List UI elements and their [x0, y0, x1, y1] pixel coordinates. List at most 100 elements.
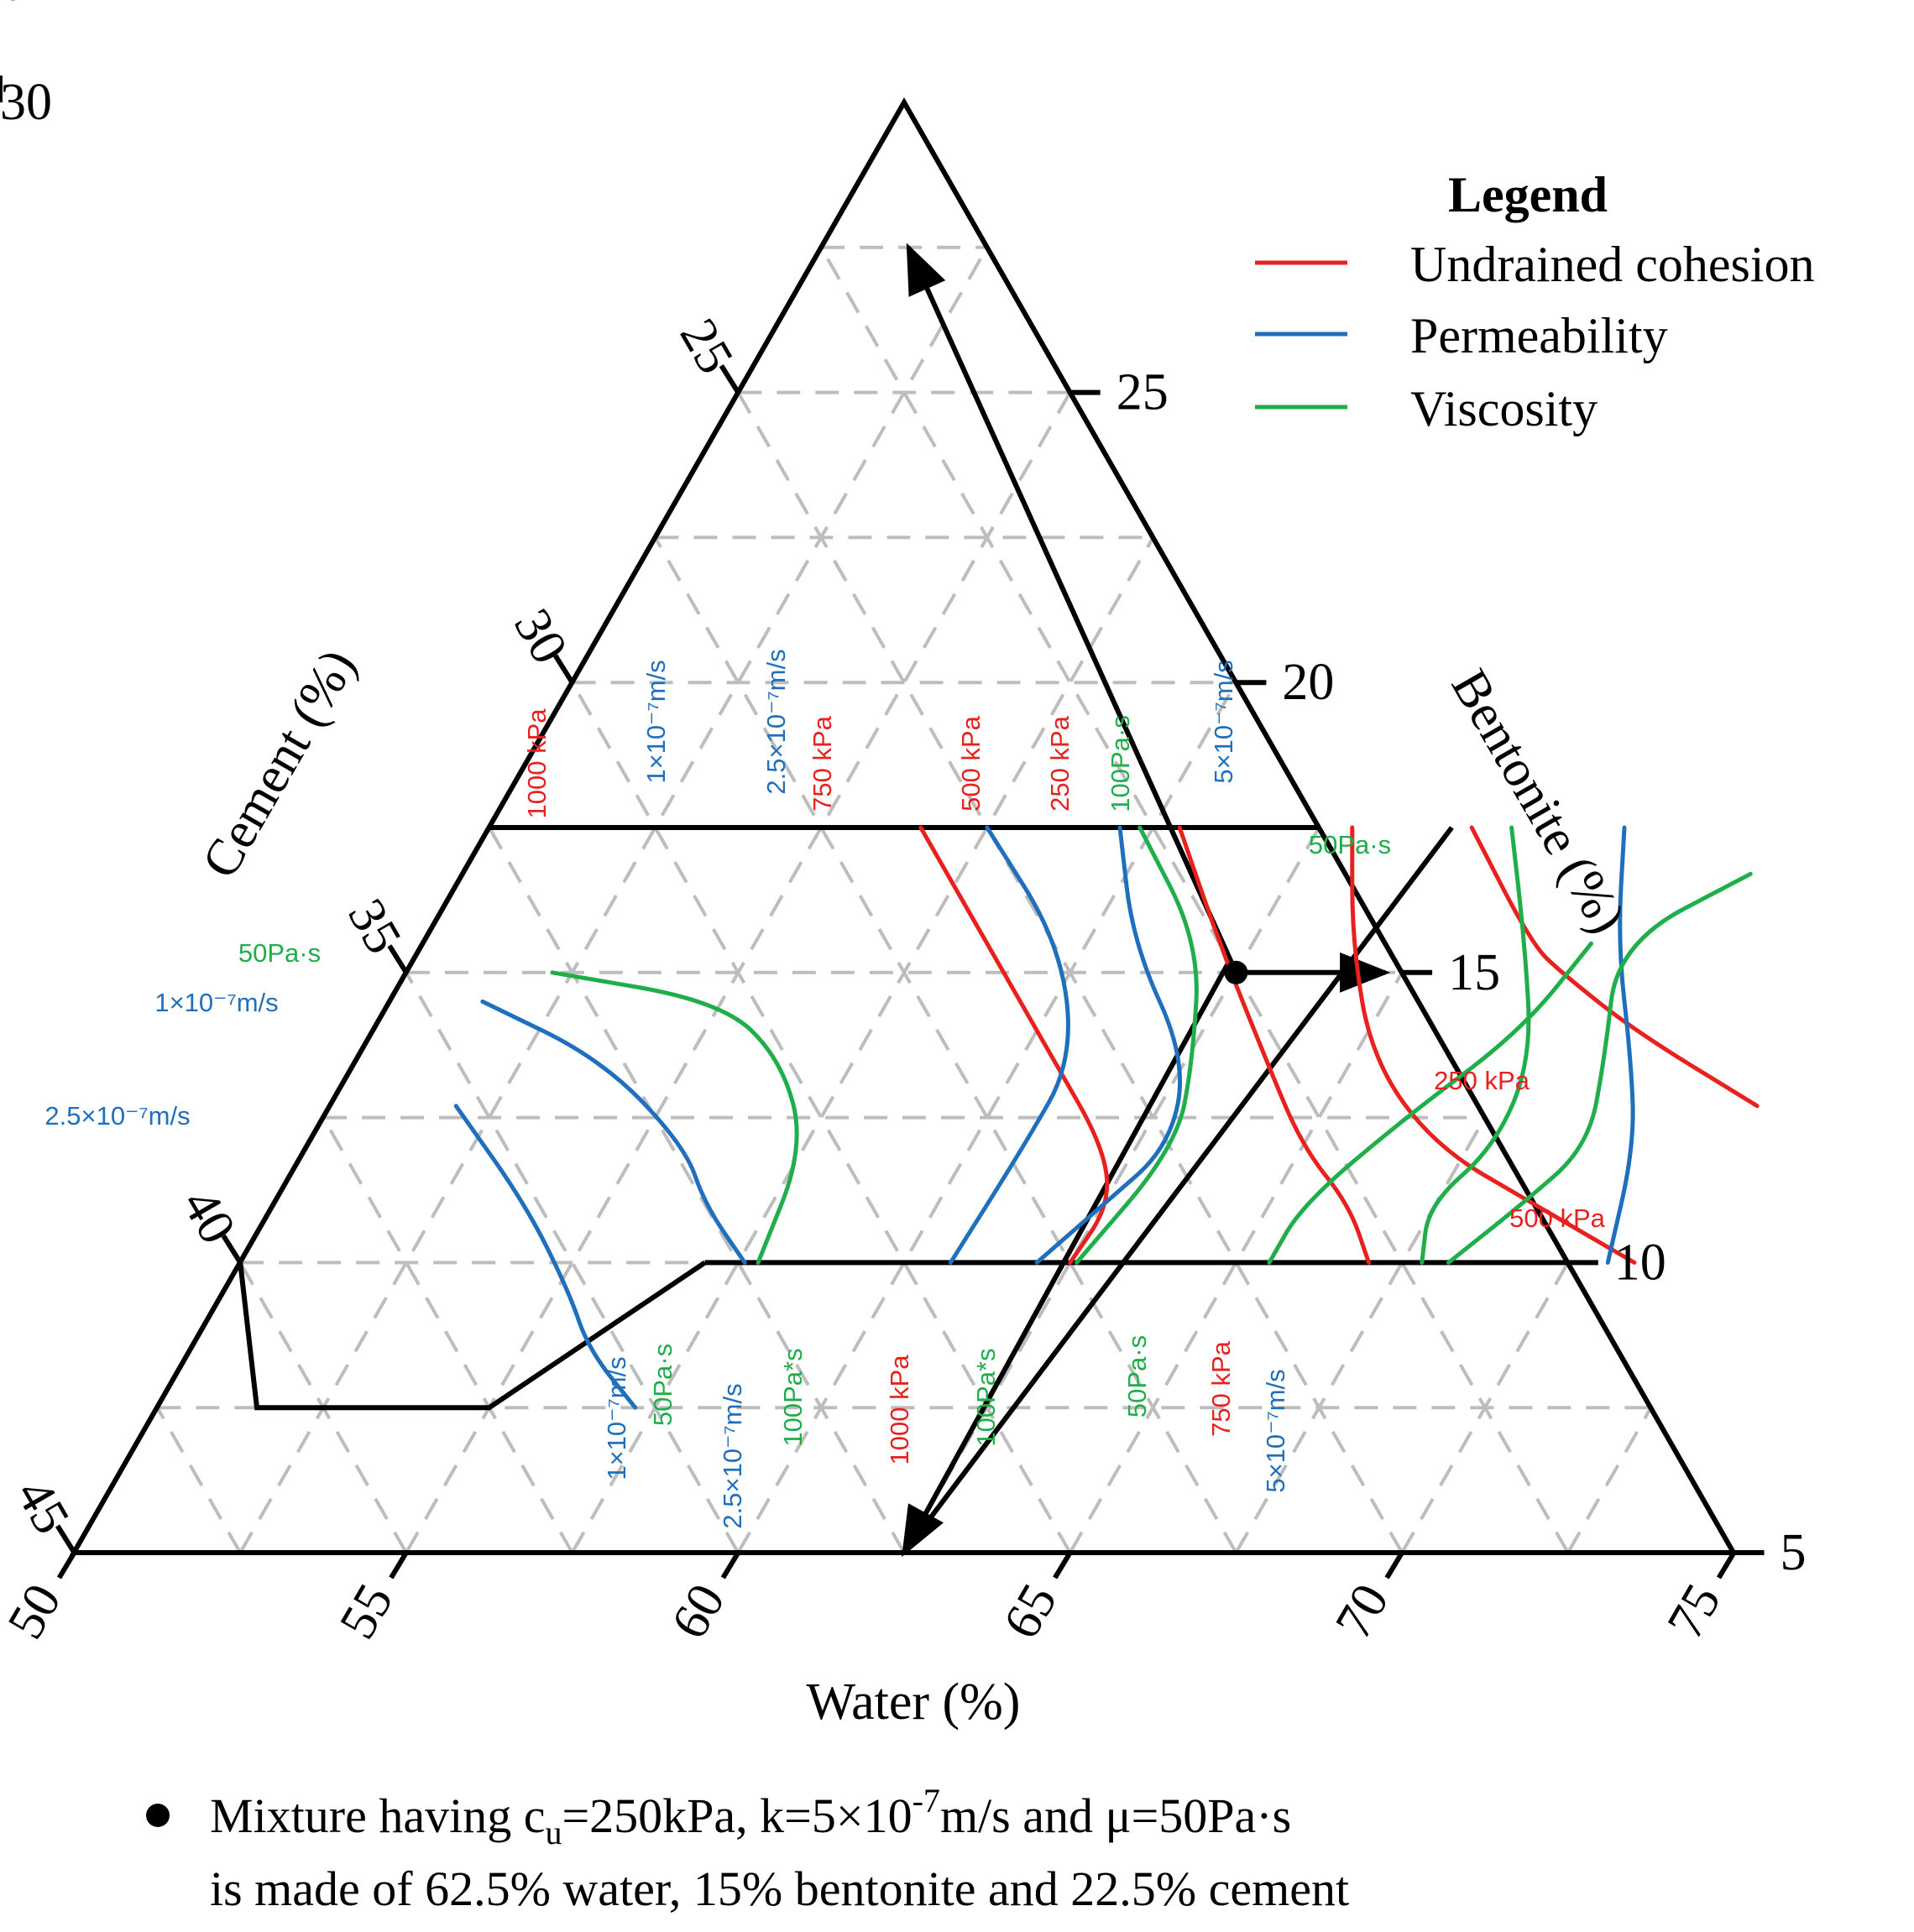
tick-water-70	[1384, 1551, 1404, 1580]
tick-label-bentonite-25: 25	[1116, 364, 1169, 421]
contour-label-14: 1×10⁻⁷m/s	[602, 1356, 631, 1480]
contour-label-22: 5×10⁻⁷m/s	[1261, 1369, 1290, 1492]
contour-label-12: 250 kPa	[1434, 1066, 1530, 1095]
contour-label-0: 1000 kPa	[522, 708, 552, 819]
footnote-line-1: Mixture having cu=250kPa, k=5×10-7m/s an…	[210, 1782, 1291, 1851]
grid-line-cement	[819, 246, 1570, 1553]
contour-label-9: 50Pa·s	[238, 938, 321, 968]
tick-water-60	[720, 1551, 740, 1580]
contour-label-8: 50Pa·s	[1309, 830, 1391, 859]
water-axis-title: Water (%)	[807, 1674, 1021, 1731]
footnote-bullet	[146, 1804, 170, 1827]
footnote-line-2: is made of 62.5% water, 15% bentonite an…	[210, 1862, 1349, 1916]
series-viscosity-11	[550, 970, 799, 1265]
series-cohesion-0	[918, 825, 1110, 1265]
contour-label-20: 50Pa·s	[1122, 1335, 1152, 1418]
contour-series	[453, 825, 1760, 1410]
arrow-water	[902, 959, 1232, 1558]
footnote: Mixture having cu=250kPa, k=5×10-7m/s an…	[146, 1782, 1349, 1916]
contour-label-2: 2.5×10⁻⁷m/s	[761, 649, 791, 794]
tick-cement-25	[719, 364, 740, 394]
series-cohesion-2	[1350, 825, 1637, 1265]
legend-title: Legend	[1448, 167, 1608, 222]
series-permeability-4	[948, 825, 1070, 1265]
footnote-sub-u: u	[545, 1814, 562, 1851]
grid-line-cement	[405, 971, 740, 1553]
tick-label-bentonite-30: 30	[0, 74, 52, 131]
grid-line-water	[238, 246, 989, 1553]
region-inner-boundary-a	[902, 826, 1454, 1554]
series-permeability-8	[1605, 825, 1635, 1265]
tick-label-water-70: 70	[1325, 1574, 1400, 1648]
series-viscosity-12	[1446, 871, 1753, 1265]
contour-label-10: 1×10⁻⁷m/s	[154, 988, 278, 1017]
footnote-part-a: Mixture having c	[210, 1788, 545, 1843]
grid-line-water	[570, 536, 1155, 1553]
tick-label-water-75: 75	[1656, 1574, 1732, 1648]
grid-line-cement	[488, 827, 906, 1553]
contour-label-6: 100Pa·s	[1106, 715, 1135, 812]
series-permeability-5	[480, 999, 747, 1265]
tick-cement-30	[553, 654, 575, 684]
tick-label-cement-45: 45	[5, 1470, 81, 1543]
contour-label-7: 5×10⁻⁷m/s	[1209, 660, 1238, 783]
series-viscosity-10	[1075, 825, 1199, 1265]
contour-label-13: 500 kPa	[1509, 1204, 1606, 1233]
contour-label-17: 100Pa*s	[778, 1348, 808, 1446]
contour-label-3: 750 kPa	[808, 715, 837, 812]
contour-label-15: 50Pa·s	[648, 1344, 677, 1426]
footnote-sup-exp: -7	[913, 1782, 940, 1820]
tick-label-cement-25: 25	[669, 310, 745, 384]
series-permeability-6	[1034, 825, 1183, 1265]
contour-labels: 1000 kPa 1×10⁻⁷m/s 2.5×10⁻⁷m/s 750 kPa 500 k…	[44, 649, 1605, 1528]
tick-label-cement-20: 20	[0, 0, 26, 12]
tick-label-cement-40: 40	[171, 1180, 247, 1254]
grid-line-water	[1234, 1116, 1487, 1553]
highlight-point	[1224, 960, 1248, 984]
tick-label-bentonite-5: 5	[1781, 1524, 1807, 1581]
contour-label-11: 2.5×10⁻⁷m/s	[44, 1101, 190, 1130]
contour-label-4: 500 kPa	[956, 715, 986, 812]
tick-cement-45	[55, 1524, 77, 1554]
grid-line-cement	[155, 1407, 242, 1553]
grid-line-cement	[653, 536, 1238, 1553]
contour-label-5: 250 kPa	[1045, 715, 1075, 812]
grid-line-cement	[570, 681, 1072, 1553]
legend: Legend Undrained cohesion Permeability V…	[1255, 167, 1815, 436]
tick-label-water-50: 50	[0, 1574, 72, 1648]
contour-label-16: 2.5×10⁻⁷m/s	[718, 1383, 747, 1528]
legend-label-viscosity: Viscosity	[1410, 381, 1598, 436]
grid-line-cement	[322, 1116, 574, 1553]
grid-line-water	[1068, 971, 1404, 1553]
cement-axis-title: Cement (%)	[191, 640, 368, 888]
tick-label-water-60: 60	[661, 1574, 736, 1648]
series-cohesion-1	[1177, 825, 1372, 1265]
tick-label-bentonite-20: 20	[1282, 654, 1334, 711]
footnote-part-c: m/s and μ=50Pa·s	[940, 1788, 1291, 1843]
grid-line-water	[1566, 1407, 1653, 1553]
series-viscosity-13	[1267, 941, 1593, 1265]
tick-cement-40	[221, 1234, 243, 1264]
tick-water-55	[389, 1551, 409, 1580]
legend-label-permeability: Permeability	[1410, 308, 1668, 363]
tick-label-bentonite-10: 10	[1614, 1234, 1666, 1291]
tick-water-50	[56, 1551, 77, 1580]
tick-label-cement-30: 30	[503, 599, 578, 673]
contour-label-18: 1000 kPa	[885, 1355, 914, 1465]
tick-cement-35	[387, 944, 409, 974]
tick-label-bentonite-15: 15	[1448, 944, 1500, 1001]
contour-label-21: 750 kPa	[1206, 1340, 1236, 1437]
series-permeability-7	[453, 1104, 638, 1410]
arrow-cement	[906, 243, 1239, 974]
tick-water-75	[1716, 1551, 1737, 1580]
tick-water-65	[1053, 1551, 1073, 1580]
grid-line-cement	[736, 391, 1404, 1553]
contour-label-1: 1×10⁻⁷m/s	[641, 660, 671, 783]
legend-label-cohesion: Undrained cohesion	[1410, 237, 1815, 292]
tick-label-water-65: 65	[992, 1574, 1068, 1648]
tick-label-cement-35: 35	[337, 890, 412, 963]
footnote-part-b: =250kPa, k=5×10	[562, 1788, 912, 1843]
series-viscosity-9	[1420, 825, 1531, 1265]
tick-label-water-55: 55	[329, 1574, 405, 1648]
